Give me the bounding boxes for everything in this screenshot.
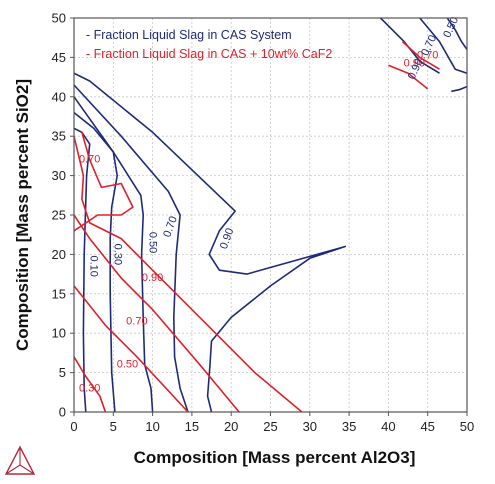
caf2-contour-070 <box>74 132 134 232</box>
grid <box>74 18 467 412</box>
x-tick-label: 10 <box>145 419 159 434</box>
cas-contour-030 <box>74 111 118 412</box>
caf2-contour-030 <box>74 356 107 412</box>
contour-label: 0.10 <box>88 256 100 277</box>
x-tick-label: 50 <box>460 419 474 434</box>
contour-label: 0.90 <box>404 58 425 70</box>
y-axis-title: Composition [Mass percent SiO2] <box>13 79 32 351</box>
x-tick-label: 0 <box>70 419 77 434</box>
x-tick-label: 25 <box>263 419 277 434</box>
contour-label: 0.70 <box>417 50 438 62</box>
contour-label: 0.30 <box>111 244 123 265</box>
cas-contour-050 <box>446 18 467 50</box>
cas-contour-050 <box>74 96 154 412</box>
caf2-contour-050 <box>74 285 189 412</box>
y-tick-label: 20 <box>52 247 66 262</box>
y-tick-labels: 0 5 10 15 20 25 30 35 40 45 50 <box>52 11 74 420</box>
caf2-contour-090 <box>388 64 429 90</box>
y-tick-label: 10 <box>52 326 66 341</box>
contour-label: 0.70 <box>161 215 180 239</box>
y-tick-label: 40 <box>52 89 66 104</box>
legend-entry: - Fraction Liquid Slag in CAS System <box>86 28 292 42</box>
x-tick-label: 40 <box>381 419 395 434</box>
y-tick-label: 45 <box>52 50 66 65</box>
caf2-contour-070 <box>401 41 440 70</box>
cas-contour-unlabeled <box>451 85 467 93</box>
contour-label: 0.70 <box>79 154 100 166</box>
x-tick-label: 20 <box>224 419 238 434</box>
thermo-calc-logo <box>4 445 36 475</box>
y-tick-label: 25 <box>52 208 66 223</box>
y-tick-label: 50 <box>52 11 66 26</box>
legend-entry: - Fraction Liquid Slag in CAS + 10wt% Ca… <box>86 47 332 61</box>
cas-contour-070 <box>419 18 467 74</box>
x-tick-label: 35 <box>342 419 356 434</box>
x-tick-label: 45 <box>420 419 434 434</box>
x-tick-label: 15 <box>185 419 199 434</box>
y-tick-label: 35 <box>52 129 66 144</box>
x-tick-label: 30 <box>303 419 317 434</box>
cas-contour-090 <box>74 72 346 412</box>
y-tick-label: 30 <box>52 168 66 183</box>
caf2-contour-090 <box>74 136 303 412</box>
y-tick-label: 15 <box>52 286 66 301</box>
cas-contour-070 <box>74 84 189 412</box>
x-axis-title: Composition [Mass percent Al2O3] <box>134 448 416 467</box>
contour-label: 0.50 <box>117 359 138 371</box>
contour-label: 0.90 <box>142 272 163 284</box>
contour-label: 0.70 <box>126 315 147 327</box>
cas-contour-090 <box>379 18 440 74</box>
x-tick-label: 5 <box>110 419 117 434</box>
contour-label: 0.50 <box>147 232 159 253</box>
contour-curves <box>74 18 467 412</box>
x-tick-labels: 0 5 10 15 20 25 30 35 40 45 50 <box>70 412 474 434</box>
contour-label: 0.30 <box>79 382 100 394</box>
y-tick-label: 0 <box>59 405 66 420</box>
legend: - Fraction Liquid Slag in CAS System - Fr… <box>86 28 332 61</box>
y-tick-label: 5 <box>59 365 66 380</box>
caf2-contour-070 <box>74 214 240 412</box>
